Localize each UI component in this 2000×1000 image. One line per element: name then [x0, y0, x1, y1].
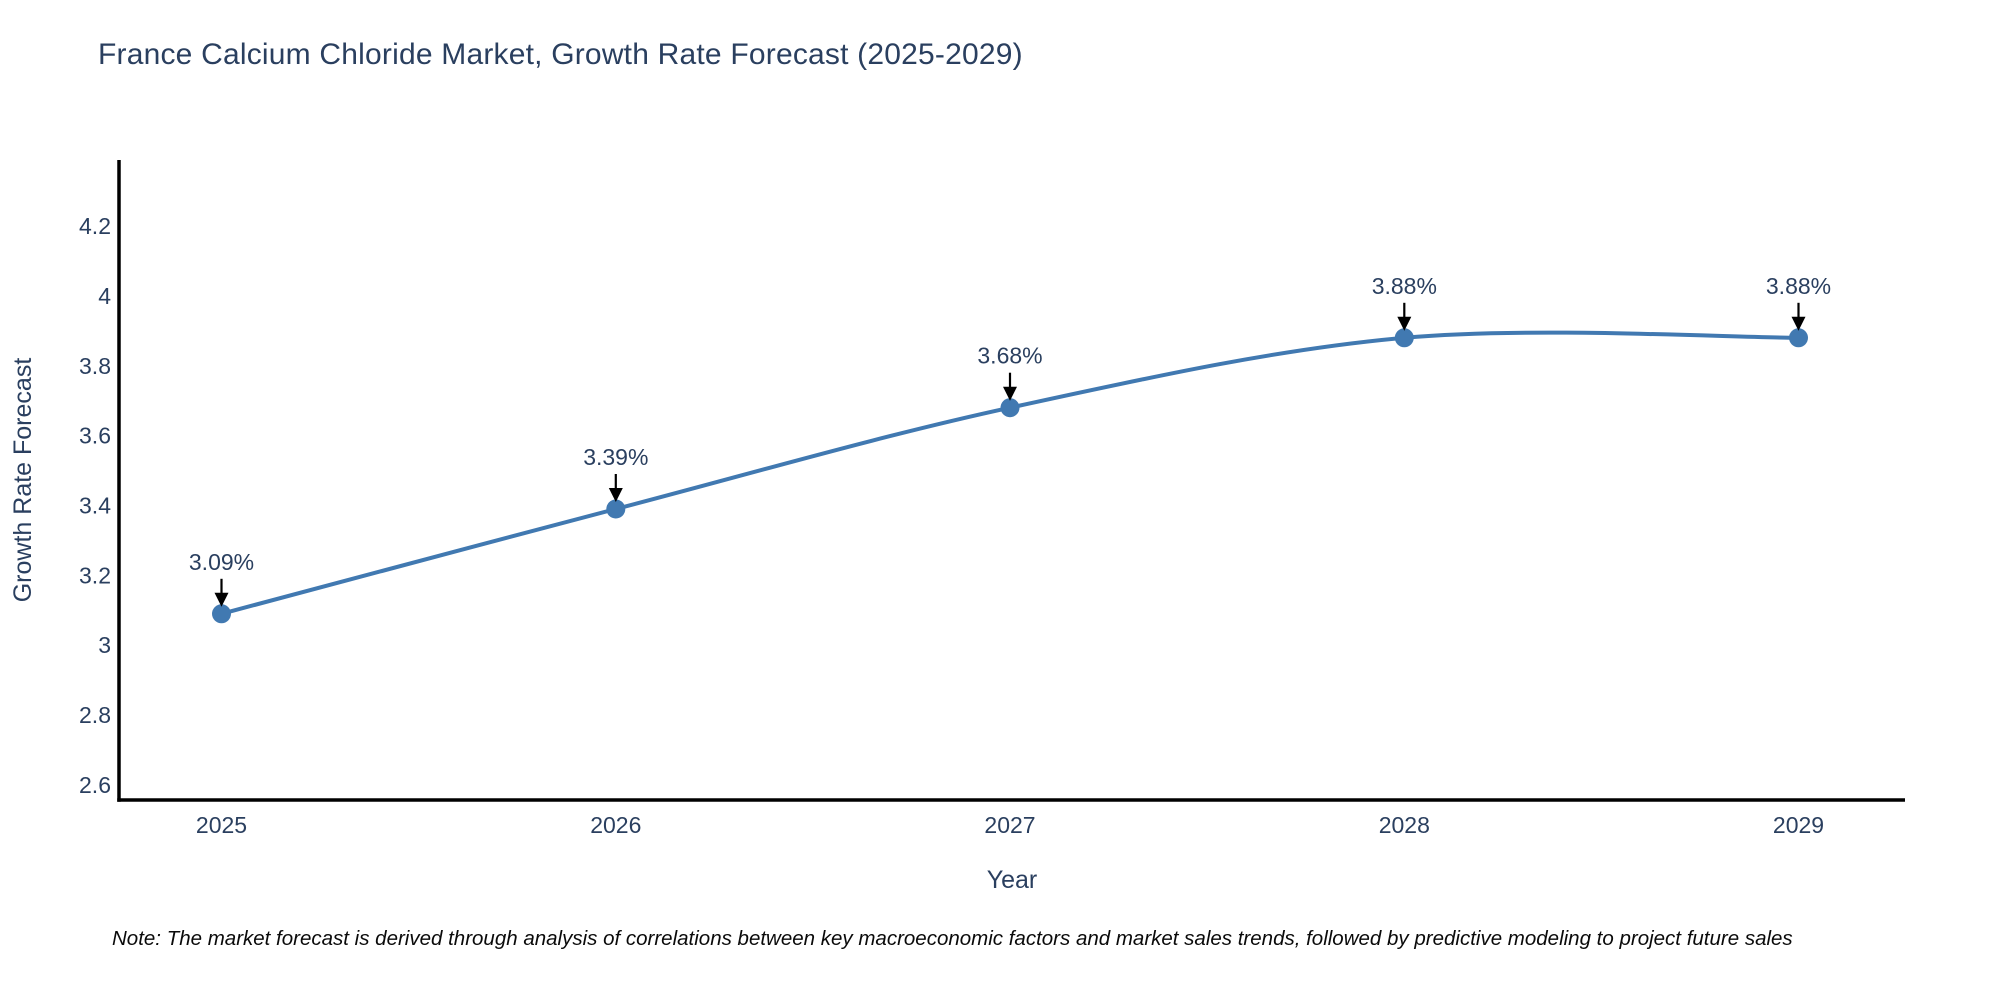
footnote: Note: The market forecast is derived thr…: [112, 927, 1793, 950]
x-tick-label: 2026: [590, 812, 641, 838]
data-point-label: 3.39%: [583, 444, 648, 470]
data-point-label: 3.88%: [1372, 273, 1437, 299]
data-point-marker[interactable]: [606, 499, 626, 519]
y-tick-label: 2.6: [79, 772, 111, 798]
y-tick-label: 3.6: [79, 423, 111, 449]
x-tick-label: 2029: [1773, 812, 1824, 838]
x-axis-title: Year: [987, 866, 1038, 894]
x-tick-label: 2027: [984, 812, 1035, 838]
annotation-arrowhead: [608, 488, 623, 502]
x-tick-label: 2028: [1379, 812, 1430, 838]
y-tick-label: 3: [98, 632, 111, 658]
y-tick-label: 2.8: [79, 702, 111, 728]
chart-title: France Calcium Chloride Market, Growth R…: [98, 38, 1023, 71]
x-tick-label: 2025: [196, 812, 247, 838]
annotation-arrowhead: [1397, 316, 1412, 331]
y-tick-label: 3.2: [79, 562, 111, 588]
data-point-label: 3.88%: [1766, 273, 1831, 299]
data-point-marker[interactable]: [1000, 398, 1020, 418]
y-tick-label: 3.8: [79, 353, 111, 379]
annotation-arrowhead: [1791, 316, 1806, 331]
y-tick-label: 3.4: [79, 493, 111, 519]
data-point-marker[interactable]: [1789, 328, 1808, 348]
data-point-label: 3.68%: [977, 343, 1042, 369]
data-point-marker[interactable]: [212, 604, 231, 624]
data-point-label: 3.09%: [189, 549, 254, 575]
y-axis-title: Growth Rate Forecast: [9, 358, 37, 603]
y-tick-label: 4.2: [79, 213, 111, 239]
annotation-arrowhead: [1003, 386, 1017, 401]
data-point-marker[interactable]: [1394, 328, 1414, 348]
annotation-arrowhead: [214, 592, 229, 607]
y-tick-label: 4: [98, 283, 111, 309]
